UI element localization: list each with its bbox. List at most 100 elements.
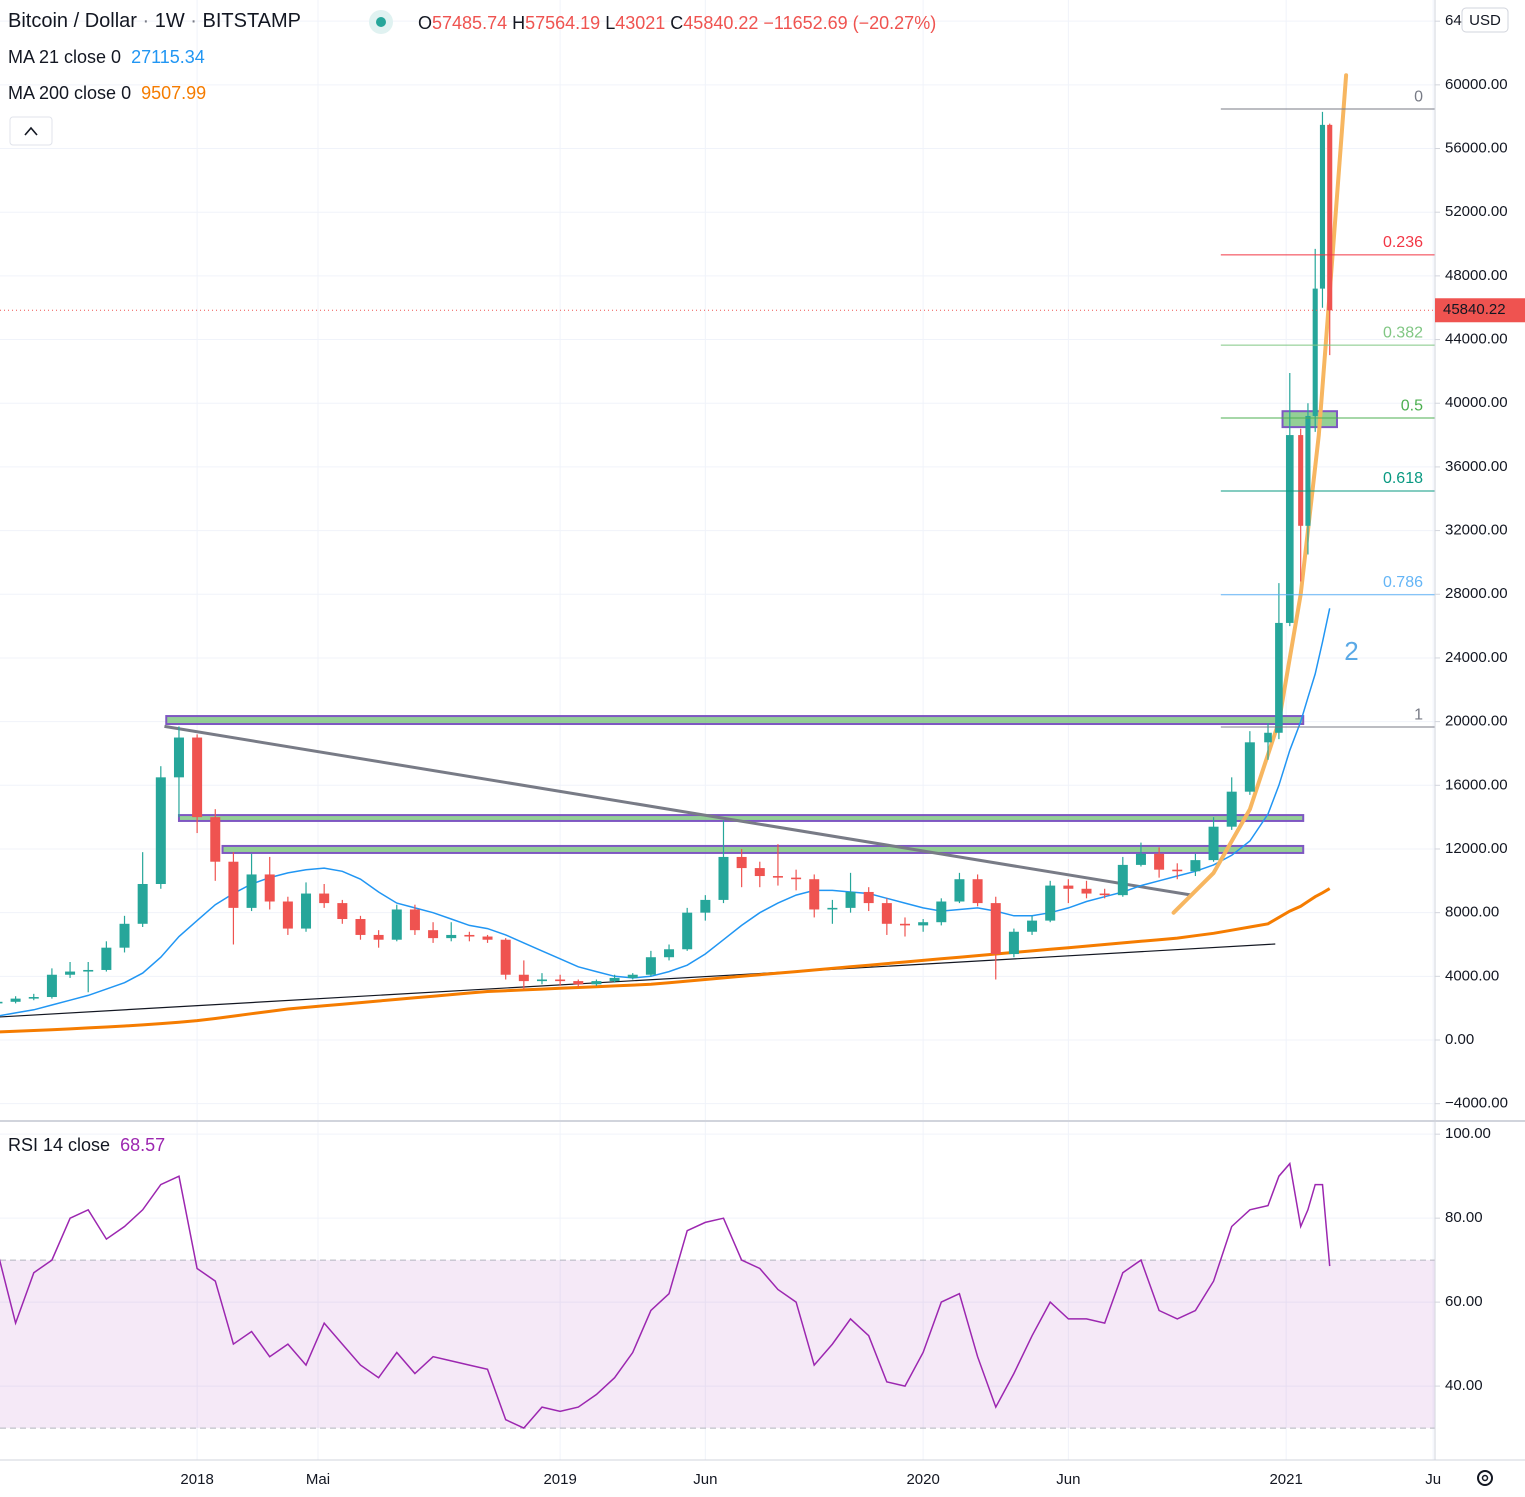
candle-body	[228, 861, 239, 908]
legend-rsi: RSI 14 close 68.57	[8, 1135, 165, 1155]
candle-body	[137, 883, 148, 924]
candle-body	[246, 874, 257, 908]
candle-body	[482, 936, 493, 940]
gear[interactable]	[1477, 1470, 1493, 1486]
candle-body	[1154, 853, 1165, 870]
badge-box[interactable]	[1461, 7, 1509, 33]
button-box[interactable]	[9, 116, 53, 146]
candle-body	[518, 974, 529, 982]
y-tick-label: 48000.00	[1445, 267, 1508, 284]
candle-body	[173, 737, 184, 778]
ohlc: O57485.74 H57564.19 L43021 C45840.22 −11…	[418, 13, 936, 33]
candle-body	[990, 903, 1001, 955]
axes: −4000.00 0.00 4000.00 8000.00 12000.00 16000.…	[180, 12, 1525, 1488]
y-tick-label: 40000.00	[1445, 394, 1508, 411]
y-tick-label: 80.00	[1445, 1209, 1483, 1226]
candle-body	[1305, 415, 1311, 526]
candle-body	[954, 879, 965, 902]
candle-body	[464, 934, 475, 937]
candle-body	[319, 893, 330, 904]
fib-label: 1	[1414, 706, 1423, 723]
candle-body	[627, 974, 638, 978]
fib-label: 0.5	[1401, 397, 1423, 414]
ohlc-label: L	[605, 13, 615, 33]
candle-body	[0, 1001, 3, 1004]
exchange: BITSTAMP	[203, 10, 302, 32]
candle-body	[1172, 869, 1183, 872]
candle-body	[1135, 853, 1146, 865]
y-tick-label: 60.00	[1445, 1293, 1483, 1310]
candle-body	[1319, 124, 1326, 289]
candle-body	[1063, 885, 1074, 889]
candle-body	[65, 971, 76, 975]
candle-body	[10, 998, 21, 1002]
candle-body	[682, 912, 693, 950]
interval: 1W	[155, 10, 185, 32]
candle-body	[373, 934, 384, 940]
candle-body	[1312, 288, 1318, 416]
candle-body	[155, 777, 166, 884]
y-tick-label: 52000.00	[1445, 203, 1508, 220]
candle-body	[1081, 888, 1092, 894]
x-tick-label: Jun	[693, 1471, 717, 1488]
ma-line	[0, 887, 1331, 1034]
x-tick-label: 2021	[1269, 1471, 1302, 1488]
candle-body	[664, 949, 675, 958]
candle-body	[1244, 742, 1255, 792]
y-tick-label: 44000.00	[1445, 331, 1508, 348]
currency: USD	[1469, 12, 1501, 29]
y-tick-label: 36000.00	[1445, 458, 1508, 475]
y-tick-label: 8000.00	[1445, 904, 1499, 921]
candle-body	[1208, 826, 1219, 861]
candle-body	[46, 974, 57, 998]
legend-value: 27115.34	[131, 47, 205, 67]
zone	[221, 844, 1305, 854]
candle-body	[899, 923, 910, 926]
candle-body	[972, 879, 983, 904]
rsi-line	[0, 1161, 1331, 1430]
candle-body	[337, 903, 348, 920]
candle-body	[809, 879, 820, 910]
candle-body	[264, 874, 275, 902]
candle-body	[1226, 791, 1237, 827]
y-tick-label: 24000.00	[1445, 649, 1508, 666]
candle-body	[609, 977, 620, 982]
x-tick-label: 2019	[543, 1471, 576, 1488]
fib-label: 0.236	[1383, 234, 1423, 251]
grid	[0, 0, 1435, 1460]
currency-badge[interactable]: USD	[1461, 7, 1509, 33]
x-tick-label: 2020	[906, 1471, 939, 1488]
separator: ·	[137, 10, 155, 32]
last-price-label: 45840.22	[1443, 301, 1506, 318]
candle-body	[718, 856, 729, 900]
zone	[165, 715, 1305, 726]
y-tick-label: 4000.00	[1445, 967, 1499, 984]
candle-body	[1099, 893, 1110, 896]
candle-body	[1327, 124, 1333, 311]
plot-area: 0 0.236 0.382 0.5 0.618 0.786 1 2	[0, 73, 1435, 1430]
trend-line	[0, 943, 1276, 1018]
candle-body	[355, 919, 366, 935]
y-tick-label: 16000.00	[1445, 776, 1508, 793]
fib-label: 0.382	[1383, 324, 1423, 341]
candle-body	[409, 909, 420, 931]
candle-body	[536, 979, 547, 982]
collapse-button[interactable]	[9, 116, 53, 146]
candle-body	[700, 899, 711, 913]
candle-body	[101, 947, 112, 970]
change: −11652.69 (−20.27%)	[763, 13, 936, 33]
y-tick-label: 12000.00	[1445, 840, 1508, 857]
settings-gear[interactable]	[1477, 1470, 1493, 1486]
chart-title: Bitcoin / Dollar	[8, 10, 137, 32]
trend-line	[164, 724, 1193, 897]
candle-body	[210, 817, 221, 862]
y-tick-label: 28000.00	[1445, 585, 1508, 602]
candle-body	[1285, 435, 1294, 623]
candle-body	[1045, 885, 1056, 921]
candle-body	[391, 909, 402, 940]
y-tick-label: −4000.00	[1445, 1095, 1508, 1112]
x-tick-label: Jun	[1056, 1471, 1080, 1488]
candle-body	[119, 923, 130, 948]
candle-body	[1275, 622, 1283, 733]
